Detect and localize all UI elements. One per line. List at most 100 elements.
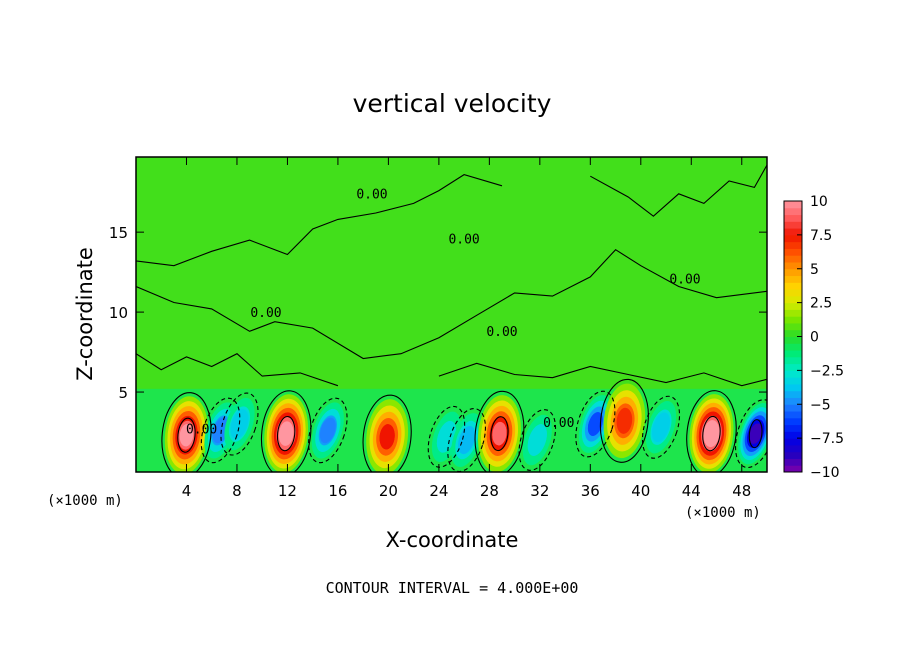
colorbar-segment bbox=[784, 451, 802, 459]
colorbar-segment bbox=[784, 390, 802, 398]
x-tick-label-10: 44 bbox=[682, 482, 701, 500]
colorbar-segment bbox=[784, 214, 802, 222]
colorbar-label-2: 5 bbox=[810, 262, 819, 278]
colorbar-segment bbox=[784, 228, 802, 236]
colorbar-segment bbox=[784, 465, 802, 473]
colorbar: 10 7.5 5 2.5 0 −2.5 −5 −7.5 −10 bbox=[783, 194, 844, 481]
contour-label-6: 0.00 bbox=[186, 423, 217, 438]
colorbar-segment bbox=[784, 295, 802, 304]
feature-8 bbox=[478, 395, 521, 472]
colorbar-segment bbox=[784, 201, 802, 209]
x-tick-label-1: 8 bbox=[232, 482, 242, 500]
contour-inner-14 bbox=[748, 419, 763, 449]
feature-7 bbox=[451, 413, 483, 467]
colorbar-segment bbox=[784, 363, 802, 371]
colorbar-segment bbox=[784, 241, 802, 249]
zero-contour-4 bbox=[590, 164, 767, 217]
contour-outline-8 bbox=[474, 390, 525, 472]
colorbar-label-6: −5 bbox=[810, 397, 831, 413]
contour-inner-8 bbox=[490, 416, 509, 452]
feature-5 bbox=[366, 399, 409, 472]
zero-contour-1 bbox=[136, 248, 767, 360]
feature-10 bbox=[578, 395, 612, 453]
colorbar-segment bbox=[784, 255, 802, 263]
colorbar-label-4: 0 bbox=[810, 330, 819, 346]
zero-contour-0 bbox=[136, 174, 503, 267]
contour-lines bbox=[136, 164, 767, 472]
colorbar-segment bbox=[784, 343, 802, 351]
colorbar-segment bbox=[784, 316, 802, 324]
colorbar-segment bbox=[784, 377, 802, 385]
contour-outline-0 bbox=[161, 392, 212, 472]
plot-frame bbox=[135, 156, 768, 473]
colorbar-label-1: 7.5 bbox=[810, 228, 832, 244]
x-axis-ticks: 4 8 12 16 20 24 28 32 36 40 44 48 bbox=[182, 157, 751, 500]
colorbar-segment bbox=[784, 417, 802, 426]
feature-9 bbox=[522, 414, 552, 466]
colorbar-segment bbox=[784, 275, 802, 283]
contour-outline-11 bbox=[599, 378, 649, 463]
y-tick-label-2: 15 bbox=[109, 224, 128, 242]
colorbar-segment bbox=[784, 221, 802, 229]
contour-label-4: 0.00 bbox=[486, 325, 517, 340]
feature-11 bbox=[603, 383, 646, 459]
feature-1 bbox=[204, 402, 237, 459]
colorbar-label-8: −10 bbox=[810, 465, 840, 481]
x-unit-left: (×1000 m) bbox=[47, 493, 123, 509]
feature-12 bbox=[645, 401, 677, 454]
colorbar-label-7: −7.5 bbox=[810, 431, 844, 447]
x-tick-label-3: 16 bbox=[328, 482, 347, 500]
x-tick-label-7: 32 bbox=[530, 482, 549, 500]
contour-outline-3 bbox=[260, 390, 312, 472]
feature-0 bbox=[164, 396, 209, 472]
feature-3 bbox=[264, 394, 309, 472]
velocity-field bbox=[136, 157, 767, 472]
colorbar-label-0: 10 bbox=[810, 194, 828, 210]
colorbar-segment bbox=[784, 248, 802, 256]
colorbar-segment bbox=[784, 438, 802, 446]
contour-outline-9 bbox=[518, 409, 557, 471]
x-tick-label-2: 12 bbox=[278, 482, 297, 500]
contour-inner-13 bbox=[702, 415, 721, 452]
colorbar-segment bbox=[784, 289, 802, 297]
colorbar-segment bbox=[784, 404, 802, 412]
colorbar-segment bbox=[784, 282, 802, 290]
colorbar-segment bbox=[784, 383, 802, 392]
contour-outline-5 bbox=[362, 394, 412, 472]
x-axis-label: X-coordinate bbox=[386, 528, 519, 552]
contour-outline-7 bbox=[447, 408, 486, 472]
colorbar-segment bbox=[784, 458, 802, 466]
colorbar-segment bbox=[784, 207, 802, 216]
chart-title: vertical velocity bbox=[353, 89, 552, 118]
contour-outline-1 bbox=[200, 397, 241, 464]
colorbar-segment bbox=[784, 302, 802, 310]
colorbar-segment bbox=[784, 350, 802, 358]
y-axis-label: Z-coordinate bbox=[73, 247, 97, 381]
contour-label-5: 0.00 bbox=[543, 416, 574, 431]
colorbar-segment bbox=[784, 234, 802, 243]
colorbar-segment bbox=[784, 356, 802, 365]
contour-inner-3 bbox=[276, 415, 296, 452]
colorbar-segment bbox=[784, 309, 802, 317]
feature-4 bbox=[311, 402, 344, 459]
y-axis-ticks: 5 10 15 bbox=[109, 224, 767, 402]
colorbar-segment bbox=[784, 411, 802, 419]
zero-contour-2 bbox=[136, 353, 339, 387]
x-tick-label-11: 48 bbox=[732, 482, 751, 500]
contour-label-2: 0.00 bbox=[669, 272, 700, 287]
x-tick-label-0: 4 bbox=[182, 482, 192, 500]
x-tick-label-5: 24 bbox=[429, 482, 448, 500]
contour-outline-13 bbox=[686, 390, 737, 472]
zero-contour-3 bbox=[438, 362, 767, 387]
colorbar-label-3: 2.5 bbox=[810, 296, 832, 312]
contour-outline-4 bbox=[308, 397, 348, 464]
contour-inner-0 bbox=[177, 417, 196, 453]
x-tick-label-9: 40 bbox=[631, 482, 650, 500]
x-tick-label-6: 28 bbox=[480, 482, 499, 500]
colorbar-segment bbox=[784, 261, 802, 270]
colorbar-segment bbox=[784, 329, 802, 337]
colorbar-segment bbox=[784, 370, 802, 378]
feature-13 bbox=[689, 394, 734, 472]
x-tick-label-8: 36 bbox=[581, 482, 600, 500]
